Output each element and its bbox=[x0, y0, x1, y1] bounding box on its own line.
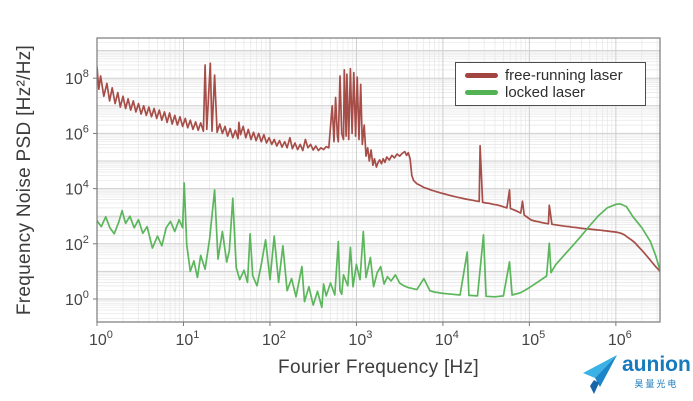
tick-label: 102 bbox=[262, 329, 286, 349]
tick-label: 104 bbox=[65, 179, 89, 199]
tick-label: 105 bbox=[521, 329, 545, 349]
legend-swatch-free-running bbox=[465, 72, 498, 78]
tick-label: 106 bbox=[65, 123, 89, 143]
brand-watermark: aunion 昊量光电 bbox=[582, 353, 691, 396]
tick-label: 108 bbox=[65, 68, 89, 88]
series-locked-laser bbox=[97, 182, 660, 309]
tick-label: 104 bbox=[435, 329, 459, 349]
tick-labels: 100 101 102 103 104 105 106 100 102 104 106 108 bbox=[65, 68, 632, 349]
series-free-running-laser bbox=[97, 62, 660, 273]
tick-label: 100 bbox=[65, 289, 89, 309]
plot-frame bbox=[96, 37, 661, 323]
y-axis-title: Frequency Noise PSD [Hz²/Hz] bbox=[14, 44, 35, 316]
legend: free-running laser locked laser bbox=[455, 62, 646, 106]
brand-name-chinese: 昊量光电 bbox=[634, 379, 679, 390]
tick-label: 101 bbox=[175, 329, 199, 349]
legend-swatch-locked bbox=[465, 90, 498, 96]
legend-item-locked: locked laser bbox=[465, 85, 641, 100]
brand-name: aunion bbox=[622, 353, 691, 376]
tick-label: 106 bbox=[608, 329, 632, 349]
tick-label: 100 bbox=[89, 329, 113, 349]
paper-plane-icon bbox=[583, 355, 617, 394]
legend-item-free-running: free-running laser bbox=[465, 68, 641, 83]
series-group bbox=[97, 62, 660, 309]
legend-label-locked: locked laser bbox=[505, 84, 586, 102]
tick-label: 102 bbox=[65, 234, 89, 254]
legend-label-free-running: free-running laser bbox=[505, 66, 623, 84]
x-axis-title: Fourier Frequency [Hz] bbox=[278, 357, 479, 378]
tick-label: 103 bbox=[348, 329, 372, 349]
